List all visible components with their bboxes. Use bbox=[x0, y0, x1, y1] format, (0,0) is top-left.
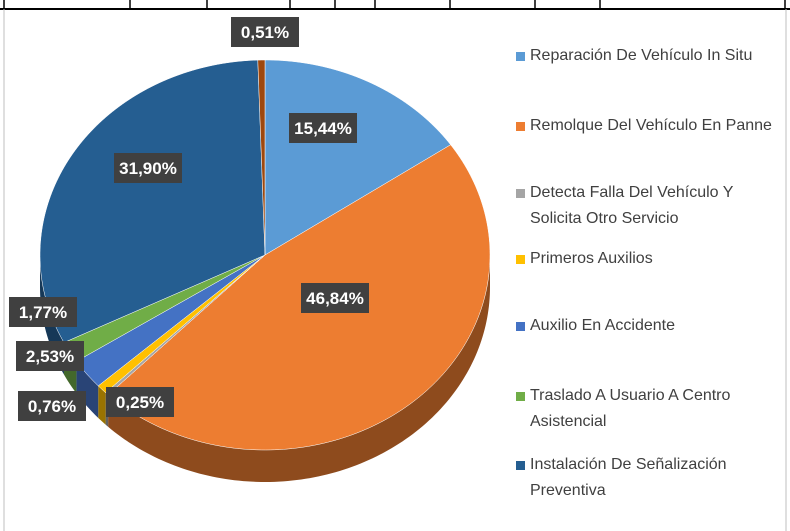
data-label-box bbox=[231, 17, 299, 47]
data-label-box bbox=[289, 113, 357, 143]
data-label: 31,90% bbox=[114, 153, 182, 183]
legend-item: Traslado A Usuario A Centro Asistencial bbox=[516, 383, 775, 435]
legend-swatch bbox=[516, 392, 525, 401]
data-label-box bbox=[9, 297, 77, 327]
data-label-text: 15,44% bbox=[294, 119, 352, 138]
table-cell-borders bbox=[3, 0, 786, 9]
data-label: 15,44% bbox=[289, 113, 357, 143]
pie-slice bbox=[39, 59, 266, 343]
legend-label: Instalación De Señalización Preventiva bbox=[530, 456, 727, 499]
pie-slice bbox=[257, 59, 266, 256]
data-label: 0,25% bbox=[106, 387, 174, 417]
legend-item: Auxilio En Accidente bbox=[516, 313, 775, 339]
legend-label: Traslado A Usuario A Centro Asistencial bbox=[530, 387, 731, 430]
legend-swatch bbox=[516, 322, 525, 331]
data-label: 1,77% bbox=[9, 297, 77, 327]
legend-item: Remolque Del Vehículo En Panne bbox=[516, 113, 775, 139]
legend-item: Detecta Falla Del Vehículo Y Solicita Ot… bbox=[516, 180, 775, 232]
data-label-box bbox=[18, 391, 86, 421]
legend-label: Auxilio En Accidente bbox=[530, 317, 675, 334]
data-label: 46,84% bbox=[301, 283, 369, 313]
data-label-box bbox=[114, 153, 182, 183]
data-label-text: 0,25% bbox=[116, 393, 164, 412]
legend-label: Remolque Del Vehículo En Panne bbox=[530, 117, 772, 134]
data-label: 0,51% bbox=[231, 17, 299, 47]
legend-item: Instalación De Señalización Preventiva bbox=[516, 452, 775, 504]
pie-slice bbox=[107, 144, 491, 451]
legend-label: Primeros Auxilios bbox=[530, 250, 653, 267]
legend-swatch bbox=[516, 461, 525, 470]
data-label-text: 1,77% bbox=[19, 303, 67, 322]
data-label-text: 0,76% bbox=[28, 397, 76, 416]
data-label-box bbox=[301, 283, 369, 313]
pie-slice bbox=[264, 59, 451, 256]
legend-label: Reparación De Vehículo In Situ bbox=[530, 47, 753, 64]
legend-item: Reparación De Vehículo In Situ bbox=[516, 43, 775, 69]
data-label-text: 31,90% bbox=[119, 159, 177, 178]
data-label-text: 0,51% bbox=[241, 23, 289, 42]
pie-side bbox=[98, 385, 106, 425]
legend-swatch bbox=[516, 52, 525, 61]
legend-label: Detecta Falla Del Vehículo Y Solicita Ot… bbox=[530, 184, 734, 227]
data-label-box bbox=[106, 387, 174, 417]
data-label-box bbox=[16, 341, 84, 371]
legend-swatch bbox=[516, 122, 525, 131]
pie-side bbox=[76, 361, 99, 418]
data-label: 2,53% bbox=[16, 341, 84, 371]
pie-side bbox=[108, 255, 491, 482]
data-label-text: 46,84% bbox=[306, 289, 364, 308]
legend-swatch bbox=[516, 255, 525, 264]
data-label-text: 2,53% bbox=[26, 347, 74, 366]
legend-swatch bbox=[516, 189, 525, 198]
legend-item: Primeros Auxilios bbox=[516, 246, 775, 272]
data-label: 0,76% bbox=[18, 391, 86, 421]
